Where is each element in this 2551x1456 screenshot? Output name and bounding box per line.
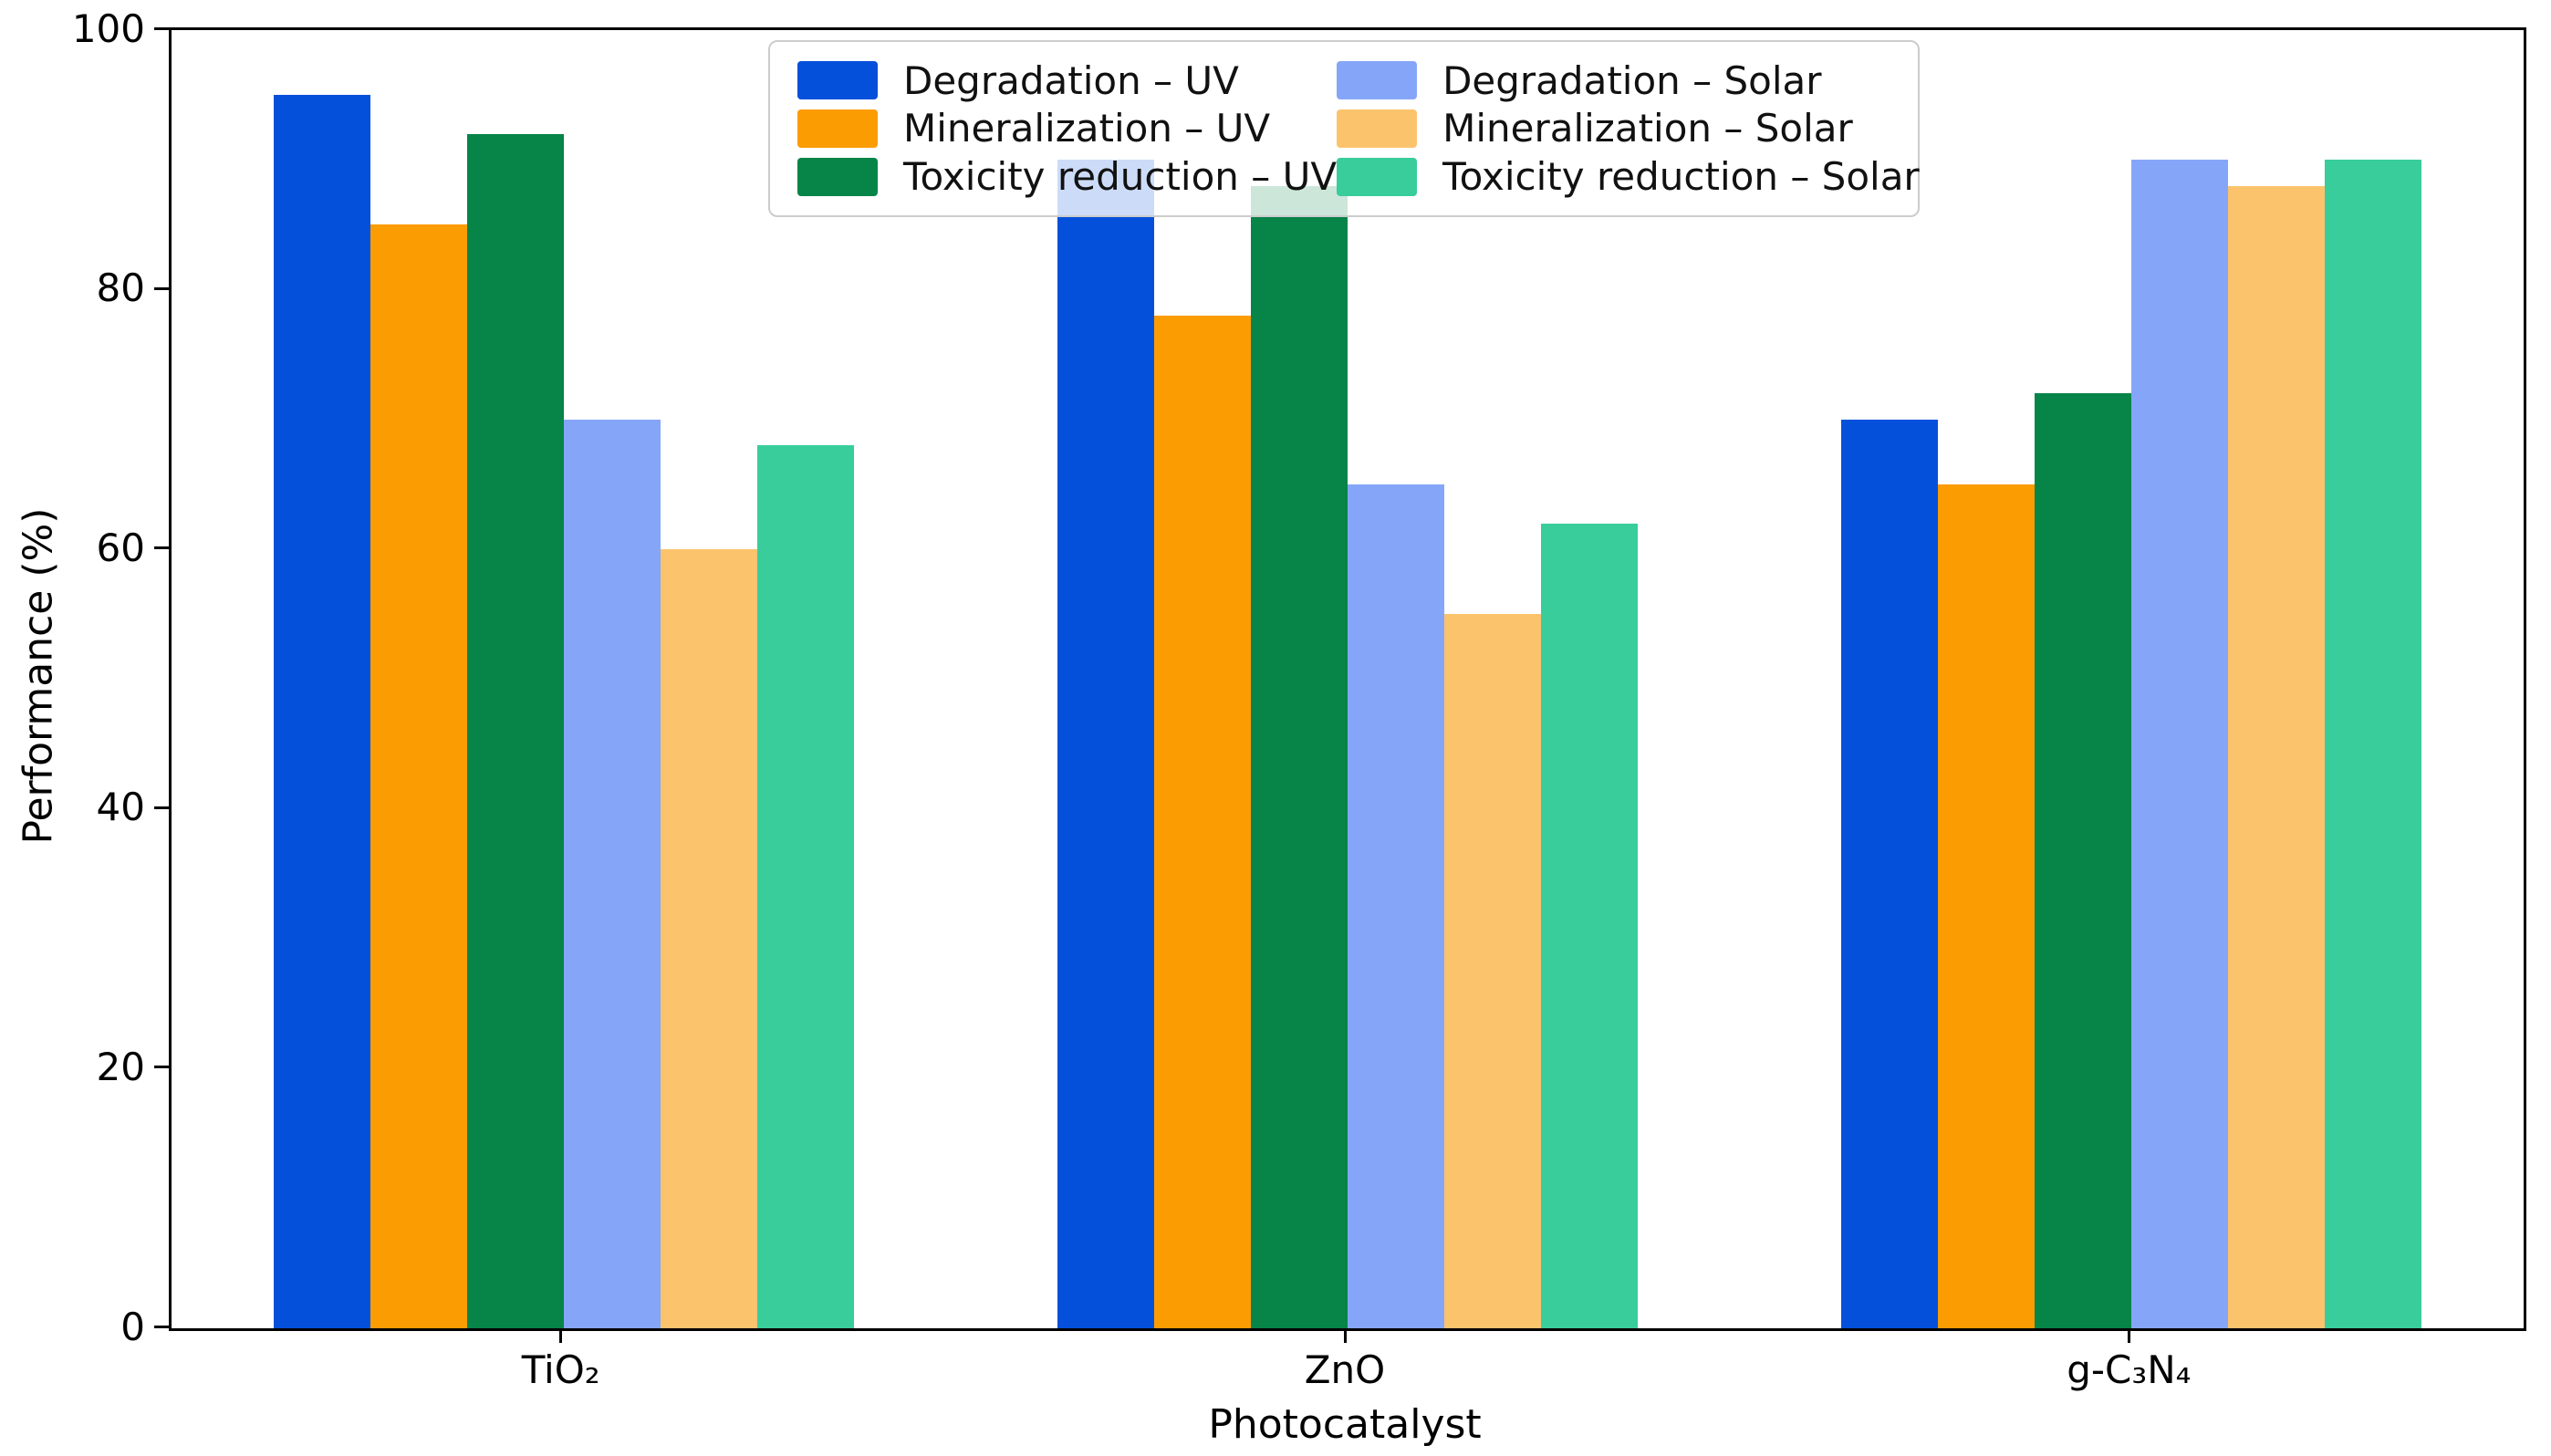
x-tick-label-ZnO: ZnO (1304, 1347, 1386, 1392)
legend-swatch-icon (797, 109, 878, 148)
legend-swatch-icon (797, 157, 878, 196)
bar-g-C₃N₄-Mineralization – Solar (2228, 185, 2326, 1328)
legend-item: Degradation – Solar (1337, 58, 1920, 103)
y-tick-label: 100 (71, 5, 145, 51)
x-tick-label-TiO₂: TiO₂ (521, 1347, 600, 1392)
bar-TiO₂-Degradation – Solar (563, 419, 661, 1328)
bar-TiO₂-Degradation – UV (273, 95, 370, 1328)
x-axis-label: Photocatalyst (1208, 1401, 1482, 1448)
bar-ZnO-Toxicity reduction – UV (1251, 185, 1348, 1328)
x-tick-label-g-C₃N₄: g-C₃N₄ (2067, 1347, 2192, 1392)
bar-g-C₃N₄-Degradation – Solar (2131, 160, 2229, 1328)
y-tick-mark (154, 27, 169, 30)
legend-label: Mineralization – UV (903, 106, 1271, 151)
y-tick-label: 80 (96, 265, 145, 311)
x-tick-mark (559, 1328, 563, 1343)
legend-item: Toxicity reduction – Solar (1337, 154, 1920, 199)
legend-label: Toxicity reduction – UV (903, 154, 1338, 200)
bar-ZnO-Degradation – UV (1057, 160, 1154, 1328)
y-tick-label: 20 (96, 1044, 145, 1089)
y-tick-mark (154, 546, 169, 550)
legend-swatch-icon (1337, 109, 1418, 148)
legend: Degradation – UV Mineralization – UV Toxic… (768, 40, 1920, 217)
bar-ZnO-Degradation – Solar (1348, 484, 1444, 1328)
legend-item: Mineralization – Solar (1337, 106, 1920, 151)
bar-g-C₃N₄-Toxicity reduction – UV (2035, 393, 2132, 1328)
bar-TiO₂-Toxicity reduction – Solar (756, 445, 854, 1328)
bar-ZnO-Mineralization – UV (1154, 316, 1251, 1328)
bar-ZnO-Toxicity reduction – Solar (1541, 523, 1638, 1328)
legend-swatch-icon (1337, 61, 1418, 100)
x-tick-mark (2127, 1328, 2130, 1343)
legend-item: Degradation – UV (797, 58, 1337, 103)
legend-swatch-icon (1337, 157, 1418, 196)
bar-g-C₃N₄-Mineralization – UV (1938, 484, 2036, 1328)
y-tick-label: 0 (120, 1304, 145, 1349)
legend-label: Degradation – UV (903, 57, 1239, 103)
legend-swatch-icon (797, 61, 878, 100)
legend-item: Toxicity reduction – UV (797, 154, 1337, 199)
bar-TiO₂-Toxicity reduction – UV (466, 133, 564, 1328)
legend-label: Toxicity reduction – Solar (1442, 154, 1920, 200)
x-tick-mark (1343, 1328, 1347, 1343)
legend-label: Degradation – Solar (1442, 57, 1822, 103)
y-tick-mark (154, 286, 169, 290)
bar-TiO₂-Mineralization – Solar (660, 549, 757, 1328)
bar-g-C₃N₄-Degradation – UV (1841, 419, 1939, 1328)
bar-g-C₃N₄-Toxicity reduction – Solar (2325, 160, 2422, 1328)
legend-item: Mineralization – UV (797, 106, 1337, 151)
y-tick-mark (154, 1066, 169, 1069)
y-tick-mark (154, 806, 169, 809)
legend-label: Mineralization – Solar (1442, 106, 1853, 151)
bar-ZnO-Mineralization – Solar (1444, 614, 1541, 1328)
y-tick-mark (154, 1326, 169, 1328)
y-tick-label: 40 (96, 785, 145, 830)
y-tick-label: 60 (96, 525, 145, 570)
bar-TiO₂-Mineralization – UV (370, 224, 467, 1328)
plot-area (169, 27, 2526, 1331)
